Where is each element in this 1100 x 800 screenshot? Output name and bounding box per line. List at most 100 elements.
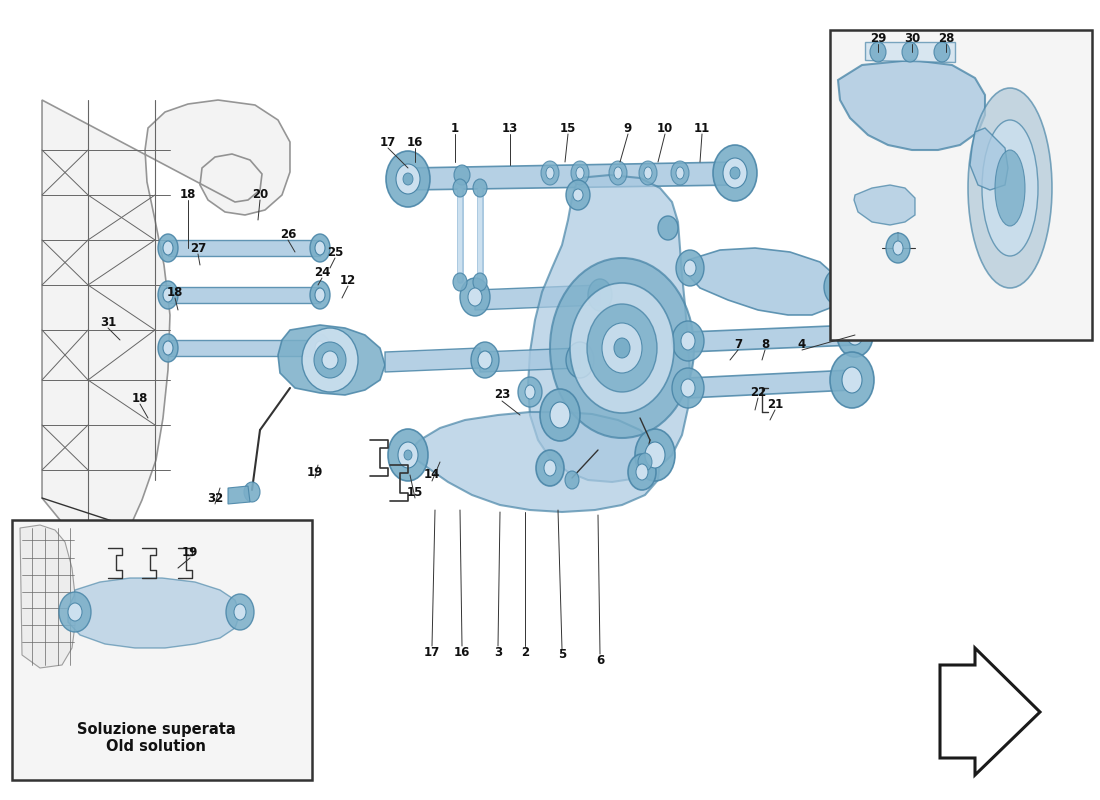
Ellipse shape xyxy=(68,603,82,621)
Ellipse shape xyxy=(314,342,346,378)
Text: 18: 18 xyxy=(179,189,196,202)
Text: 19: 19 xyxy=(307,466,323,478)
Ellipse shape xyxy=(635,429,675,481)
Text: 9: 9 xyxy=(624,122,632,134)
Ellipse shape xyxy=(672,321,704,361)
Text: 15: 15 xyxy=(407,486,424,498)
Ellipse shape xyxy=(471,342,499,378)
Text: 20: 20 xyxy=(252,189,268,202)
Text: Soluzione superata
Old solution: Soluzione superata Old solution xyxy=(77,722,235,754)
Ellipse shape xyxy=(478,351,492,369)
Ellipse shape xyxy=(536,450,564,486)
Text: 6: 6 xyxy=(596,654,604,666)
Ellipse shape xyxy=(570,283,674,413)
Polygon shape xyxy=(228,486,250,504)
Ellipse shape xyxy=(544,460,556,476)
Ellipse shape xyxy=(244,482,260,502)
Ellipse shape xyxy=(893,241,903,255)
Ellipse shape xyxy=(518,377,542,407)
Polygon shape xyxy=(42,100,290,547)
Ellipse shape xyxy=(396,164,420,194)
Ellipse shape xyxy=(886,233,910,263)
Ellipse shape xyxy=(587,304,657,392)
Text: 21: 21 xyxy=(767,398,783,411)
Ellipse shape xyxy=(386,151,430,207)
Polygon shape xyxy=(278,325,385,395)
Ellipse shape xyxy=(609,161,627,185)
Ellipse shape xyxy=(315,288,324,302)
Ellipse shape xyxy=(684,260,696,276)
Ellipse shape xyxy=(573,189,583,201)
Text: 3: 3 xyxy=(494,646,502,658)
Text: 17: 17 xyxy=(379,135,396,149)
Ellipse shape xyxy=(645,442,665,468)
Ellipse shape xyxy=(934,42,950,62)
Ellipse shape xyxy=(837,313,873,357)
Polygon shape xyxy=(528,175,690,482)
Text: 16: 16 xyxy=(454,646,470,658)
Text: 30: 30 xyxy=(904,31,920,45)
Ellipse shape xyxy=(842,367,862,393)
Ellipse shape xyxy=(453,179,468,197)
Ellipse shape xyxy=(982,120,1038,256)
Polygon shape xyxy=(970,128,1008,190)
Ellipse shape xyxy=(310,281,330,309)
Ellipse shape xyxy=(676,167,684,179)
Polygon shape xyxy=(688,370,852,398)
Ellipse shape xyxy=(398,442,418,468)
Ellipse shape xyxy=(638,453,652,471)
Ellipse shape xyxy=(847,325,864,345)
Ellipse shape xyxy=(602,323,642,373)
Ellipse shape xyxy=(614,167,622,179)
Text: 27: 27 xyxy=(190,242,206,254)
Ellipse shape xyxy=(322,351,338,369)
Text: 10: 10 xyxy=(657,122,673,134)
Polygon shape xyxy=(385,348,480,372)
Polygon shape xyxy=(480,348,580,372)
Ellipse shape xyxy=(454,165,470,185)
Text: 8: 8 xyxy=(761,338,769,351)
Text: 11: 11 xyxy=(694,122,711,134)
Ellipse shape xyxy=(658,216,678,240)
Text: 14: 14 xyxy=(424,469,440,482)
Ellipse shape xyxy=(681,332,695,350)
Text: 2: 2 xyxy=(521,646,529,658)
Ellipse shape xyxy=(310,234,330,262)
Ellipse shape xyxy=(576,167,584,179)
Ellipse shape xyxy=(315,241,324,255)
Ellipse shape xyxy=(158,281,178,309)
Text: 1: 1 xyxy=(451,122,459,134)
Ellipse shape xyxy=(404,450,412,460)
Ellipse shape xyxy=(163,341,173,355)
Ellipse shape xyxy=(550,402,570,428)
Ellipse shape xyxy=(671,161,689,185)
Ellipse shape xyxy=(315,341,324,355)
Text: 13: 13 xyxy=(502,122,518,134)
Ellipse shape xyxy=(830,352,874,408)
Text: 26: 26 xyxy=(279,229,296,242)
Text: 7: 7 xyxy=(734,338,742,351)
Ellipse shape xyxy=(525,385,535,399)
Text: 15: 15 xyxy=(560,122,576,134)
Polygon shape xyxy=(20,525,75,668)
Polygon shape xyxy=(854,185,915,225)
Text: 4: 4 xyxy=(798,338,806,351)
Ellipse shape xyxy=(163,288,173,302)
Text: 22: 22 xyxy=(750,386,766,398)
Ellipse shape xyxy=(676,250,704,286)
Polygon shape xyxy=(168,340,320,356)
Ellipse shape xyxy=(571,161,588,185)
Text: 25: 25 xyxy=(327,246,343,258)
Ellipse shape xyxy=(832,279,844,295)
Text: 29: 29 xyxy=(870,31,887,45)
Text: 12: 12 xyxy=(340,274,356,286)
Text: 28: 28 xyxy=(938,31,954,45)
Ellipse shape xyxy=(713,145,757,201)
Ellipse shape xyxy=(550,258,694,438)
Ellipse shape xyxy=(158,334,178,362)
Ellipse shape xyxy=(163,241,173,255)
Text: 17: 17 xyxy=(424,646,440,658)
Polygon shape xyxy=(405,412,660,512)
Ellipse shape xyxy=(565,471,579,489)
Text: 24: 24 xyxy=(314,266,330,278)
